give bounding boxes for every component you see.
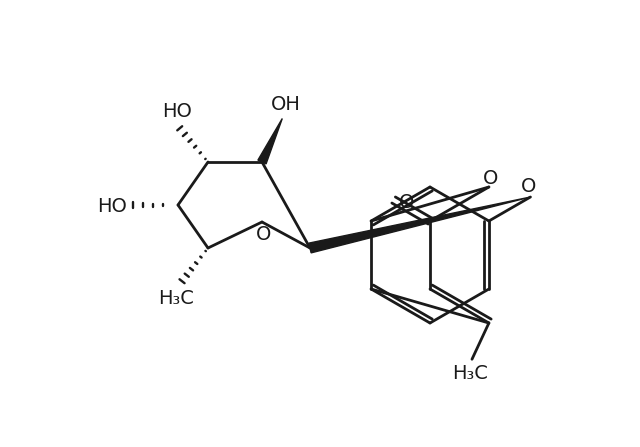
Text: O: O [521, 177, 536, 197]
Text: O: O [483, 169, 499, 189]
Text: H₃C: H₃C [157, 289, 194, 308]
Text: O: O [399, 193, 414, 211]
Text: O: O [256, 224, 272, 244]
Polygon shape [258, 118, 282, 164]
Text: HO: HO [97, 198, 127, 216]
Text: H₃C: H₃C [452, 364, 488, 383]
Polygon shape [309, 197, 531, 253]
Text: HO: HO [162, 102, 192, 121]
Text: OH: OH [271, 95, 301, 114]
